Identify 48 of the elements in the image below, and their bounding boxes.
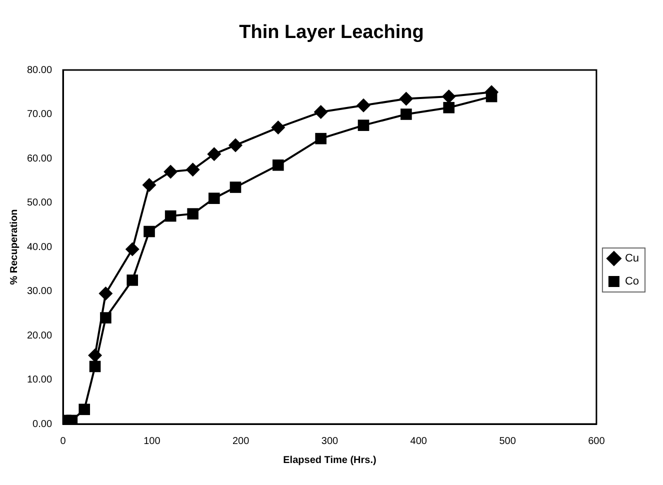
y-tick-label: 20.00 (26, 330, 52, 342)
point (126, 274, 138, 286)
point (399, 92, 414, 106)
point (356, 98, 371, 112)
point (207, 147, 222, 162)
point (164, 210, 176, 222)
point (187, 208, 198, 220)
point (186, 162, 200, 177)
point (142, 178, 156, 192)
point (98, 286, 113, 300)
y-tick-label: 10.00 (26, 374, 52, 386)
point (400, 108, 412, 120)
x-tick-label: 200 (232, 436, 250, 447)
y-tick-label: 0.00 (32, 418, 52, 430)
point (78, 404, 90, 416)
point (89, 360, 101, 372)
y-tick-label: 70.00 (26, 109, 52, 120)
y-tick-label: 60.00 (26, 153, 52, 164)
x-axis-title: Elapsed Time (Hrs.) (283, 454, 376, 466)
y-axis-title: % Recuperation (8, 209, 20, 285)
point (164, 164, 178, 179)
point (443, 102, 455, 114)
point (125, 242, 140, 256)
point (315, 132, 326, 144)
x-tick-label: 400 (410, 436, 428, 447)
point (208, 192, 220, 204)
x-tick-label: 0 (60, 436, 66, 447)
x-tick-label: 100 (144, 436, 161, 447)
point (442, 90, 456, 104)
legend-label: Co (624, 276, 639, 288)
point (486, 90, 498, 102)
y-tick-label: 30.00 (26, 286, 52, 297)
x-tick-label: 600 (588, 436, 606, 447)
x-tick-label: 300 (321, 436, 339, 447)
point (358, 120, 370, 131)
legend-label: Cu (624, 252, 639, 265)
point (272, 159, 284, 171)
chart-title: Thin Layer Leaching (238, 22, 425, 44)
point (100, 312, 112, 324)
y-tick-label: 50.00 (26, 198, 52, 208)
y-tick-label: 80.00 (26, 64, 52, 76)
point (271, 120, 286, 135)
y-tick-label: 40.00 (26, 242, 52, 253)
point (228, 138, 242, 152)
point (314, 105, 328, 120)
x-tick-label: 500 (499, 436, 516, 447)
point (230, 182, 242, 193)
point (144, 226, 155, 238)
